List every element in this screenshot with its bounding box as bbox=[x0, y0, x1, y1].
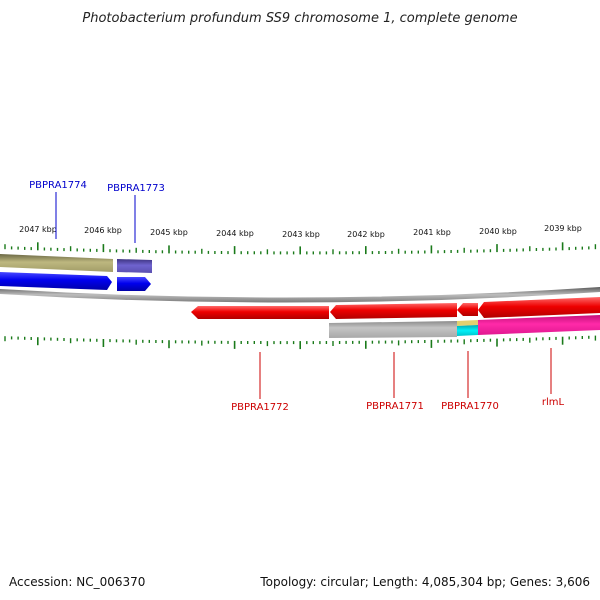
gene-label-rlml: rlmL bbox=[542, 397, 565, 408]
cds-pbpra1770 bbox=[457, 303, 478, 316]
gene-label-pbpra1773: PBPRA1773 bbox=[107, 183, 165, 194]
accession-label: Accession: NC_006370 bbox=[9, 575, 146, 589]
genome-title: Photobacterium profundum SS9 chromosome … bbox=[82, 11, 518, 26]
gene-label-pbpra1772: PBPRA1772 bbox=[231, 402, 289, 413]
gene-label-pbpra1774: PBPRA1774 bbox=[29, 180, 87, 191]
ruler-label-2043: 2043 kbp bbox=[282, 230, 320, 239]
ruler-label-2045: 2045 kbp bbox=[150, 228, 188, 237]
cds-rlml bbox=[478, 297, 600, 318]
ruler-label-2047: 2047 kbp bbox=[19, 225, 57, 234]
genome-backbone bbox=[0, 287, 600, 303]
feature-magenta bbox=[478, 315, 600, 335]
ruler-label-2044: 2044 kbp bbox=[216, 229, 254, 238]
ruler-ticks-bottom bbox=[4, 335, 597, 350]
cds-pbpra1773 bbox=[117, 277, 151, 291]
feature-khaki bbox=[0, 254, 113, 272]
cds-pbpra1772 bbox=[191, 306, 329, 319]
ruler-label-2042: 2042 kbp bbox=[347, 230, 385, 239]
ruler-label-2040: 2040 kbp bbox=[479, 227, 517, 236]
feature-cyan bbox=[457, 325, 478, 336]
genome-summary: Topology: circular; Length: 4,085,304 bp… bbox=[260, 575, 590, 589]
feature-slate bbox=[117, 259, 152, 273]
cds-pbpra1771 bbox=[330, 303, 457, 319]
ruler-label-2046: 2046 kbp bbox=[84, 226, 122, 235]
feature-yellow bbox=[457, 320, 478, 326]
cds-pbpra1774 bbox=[0, 272, 112, 290]
feature-gray bbox=[329, 321, 457, 338]
ruler-label-2039: 2039 kbp bbox=[544, 224, 582, 233]
gene-label-pbpra1770: PBPRA1770 bbox=[441, 401, 499, 412]
gene-label-pbpra1771: PBPRA1771 bbox=[366, 401, 424, 412]
ruler-ticks-top bbox=[4, 242, 597, 255]
ruler-label-2041: 2041 kbp bbox=[413, 228, 451, 237]
